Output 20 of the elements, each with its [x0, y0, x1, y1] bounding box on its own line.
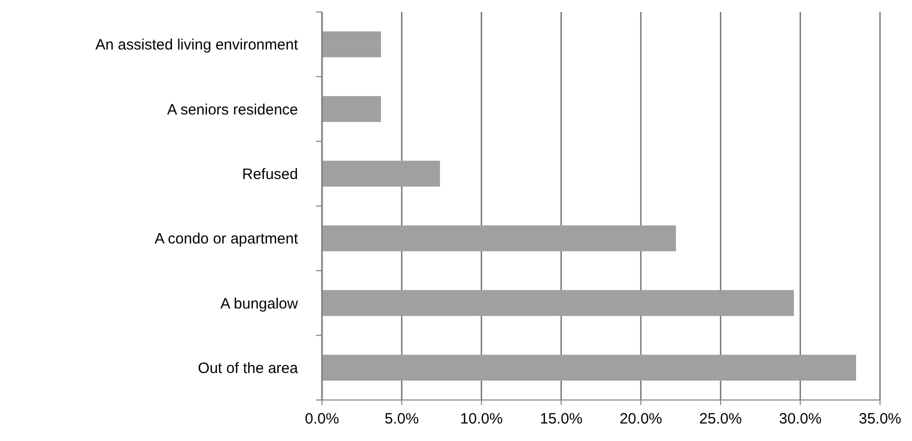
bar	[322, 354, 856, 381]
y-tick-label: A seniors residence	[167, 101, 298, 118]
x-tick-label: 10.0%	[460, 410, 503, 428]
y-tick-label: Out of the area	[198, 360, 299, 377]
x-tick-label: 20.0%	[620, 410, 662, 428]
bar	[322, 96, 381, 122]
x-tick-label: 15.0%	[540, 410, 582, 428]
bar	[322, 290, 794, 316]
y-tick-label: A bungalow	[220, 295, 298, 312]
bar	[322, 225, 676, 252]
x-tick-label: 5.0%	[384, 410, 419, 428]
y-tick-label: An assisted living environment	[95, 36, 299, 54]
y-tick-label: A condo or apartment	[154, 230, 299, 248]
bar	[322, 160, 440, 187]
x-tick-label: 0.0%	[304, 410, 340, 428]
x-tick-label: 25.0%	[699, 410, 742, 428]
y-tick-label: Refused	[242, 166, 298, 183]
x-tick-label: 30.0%	[779, 410, 822, 428]
x-tick-label: 35.0%	[858, 410, 902, 428]
bar	[322, 31, 381, 58]
